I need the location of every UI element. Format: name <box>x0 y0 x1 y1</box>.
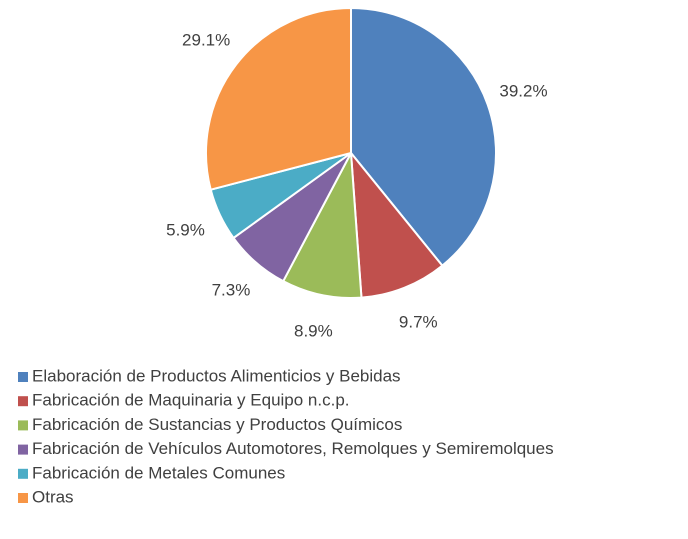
data-label: 29.1% <box>182 31 230 50</box>
pie-slice <box>350 6 497 268</box>
legend-swatch <box>18 420 28 431</box>
legend-label: Otras <box>32 487 74 506</box>
pie-slice <box>281 149 363 299</box>
data-label: 8.9% <box>294 322 333 341</box>
data-label: 9.7% <box>399 313 438 332</box>
pie-slice <box>349 149 444 299</box>
pie-slice <box>205 6 352 191</box>
data-label: 7.3% <box>212 281 251 300</box>
legend-swatch <box>18 444 28 455</box>
legend-label: Fabricación de Vehículos Automotores, Re… <box>32 439 554 458</box>
legend-swatch <box>18 372 28 382</box>
legend-swatch <box>18 493 28 503</box>
data-label: 39.2% <box>499 81 547 100</box>
legend-label: Fabricación de Sustancias y Productos Qu… <box>32 415 402 434</box>
legend-swatch <box>18 396 28 407</box>
legend-swatch <box>18 468 28 479</box>
legend-label: Fabricación de Metales Comunes <box>32 463 285 482</box>
legend-label: Elaboración de Productos Alimenticios y … <box>32 366 401 385</box>
data-label: 5.9% <box>166 221 205 240</box>
legend-label: Fabricación de Maquinaria y Equipo n.c.p… <box>32 391 350 410</box>
